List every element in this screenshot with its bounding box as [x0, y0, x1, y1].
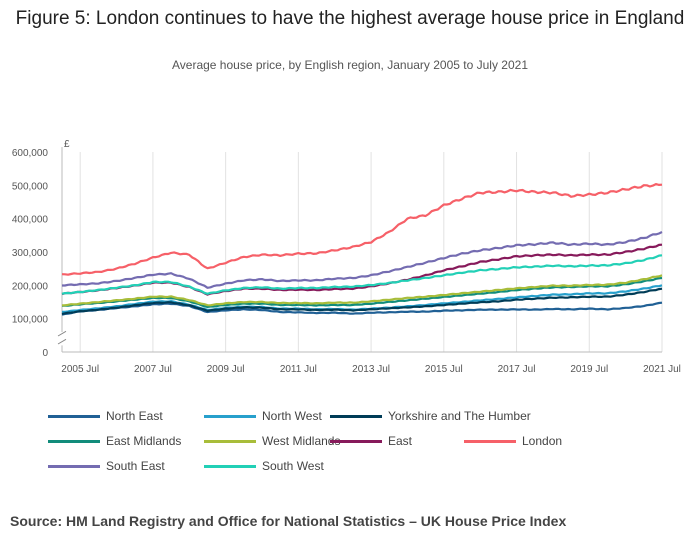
x-tick-label: 2005 Jul — [61, 364, 99, 375]
legend-item: South West — [204, 456, 324, 476]
series-line-east-midlands — [61, 276, 663, 308]
legend-swatch — [204, 439, 256, 443]
legend-item: London — [464, 431, 562, 451]
legend-item: West Midlands — [204, 431, 340, 451]
x-tick-label: 2009 Jul — [207, 364, 245, 375]
x-tick-label: 2007 Jul — [134, 364, 172, 375]
legend-label: West Midlands — [262, 434, 341, 448]
y-tick-label: 100,000 — [12, 315, 49, 326]
y-tick-label: 0 — [42, 348, 48, 359]
x-tick-label: 2019 Jul — [570, 364, 608, 375]
series-line-west-midlands — [62, 274, 663, 307]
legend-label: Yorkshire and The Humber — [388, 409, 531, 423]
series-line-yorkshire-and-the-humber — [61, 287, 663, 315]
chart-subtitle: Average house price, by English region, … — [171, 58, 528, 72]
series-line-south-west — [61, 254, 663, 295]
chart-title: Figure 5: London continues to have the h… — [15, 8, 685, 29]
legend-swatch — [464, 439, 516, 443]
y-tick-label: 600,000 — [12, 148, 49, 159]
y-tick-label: 400,000 — [12, 215, 49, 226]
legend-swatch — [204, 464, 256, 468]
x-tick-label: 2021 Jul — [643, 364, 681, 375]
y-tick-label: 200,000 — [12, 281, 49, 292]
legend-label: South West — [262, 459, 324, 473]
x-tick-label: 2013 Jul — [352, 364, 390, 375]
x-tick-label: 2017 Jul — [498, 364, 536, 375]
legend-item: Yorkshire and The Humber — [330, 406, 531, 426]
legend-label: North West — [262, 409, 322, 423]
legend-label: South East — [106, 459, 165, 473]
legend-item: East — [330, 431, 412, 451]
legend-label: East — [388, 434, 413, 448]
legend-label: North East — [106, 409, 163, 423]
legend-swatch — [48, 439, 100, 443]
series-line-south-east — [62, 231, 663, 289]
legend-swatch — [330, 439, 382, 443]
source-note: Source: HM Land Registry and Office for … — [10, 513, 567, 529]
legend-item: South East — [48, 456, 165, 476]
legend-label: London — [522, 434, 563, 448]
legend-swatch — [48, 464, 100, 468]
legend-item: East Midlands — [48, 431, 181, 451]
legend-swatch — [204, 414, 256, 418]
legend-swatch — [330, 414, 382, 418]
x-tick-label: 2011 Jul — [280, 364, 317, 375]
y-axis-unit-label: £ — [64, 139, 70, 150]
legend-item: North West — [204, 406, 322, 426]
series-line-london — [61, 183, 663, 276]
legend-item: North East — [48, 406, 163, 426]
series-line-north-east — [61, 301, 663, 316]
legend-label: East Midlands — [106, 434, 182, 448]
y-tick-label: 500,000 — [12, 181, 49, 192]
axis-break-mark — [57, 330, 67, 345]
x-tick-label: 2015 Jul — [425, 364, 463, 375]
legend-swatch — [48, 414, 100, 418]
y-tick-label: 300,000 — [12, 248, 49, 259]
